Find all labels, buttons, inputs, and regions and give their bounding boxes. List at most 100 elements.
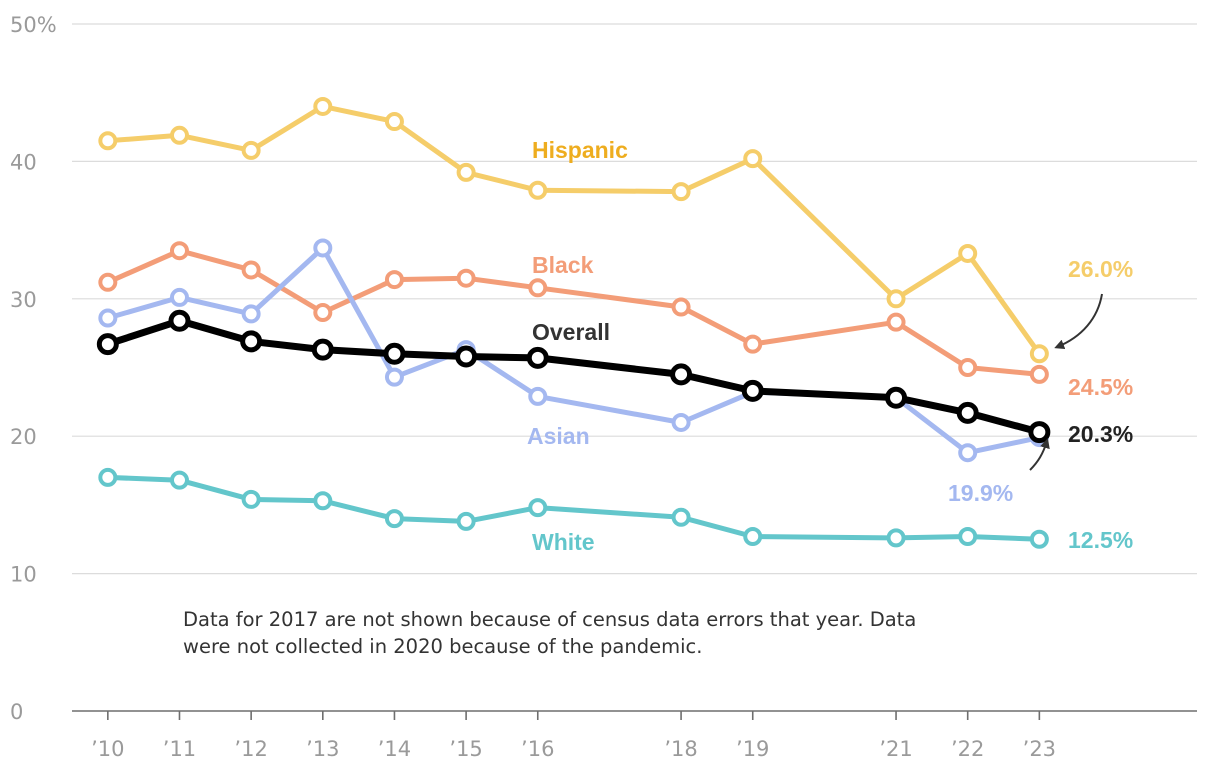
series-line-overall bbox=[104, 317, 1043, 436]
data-point-white bbox=[384, 509, 404, 529]
end-value-label-white: 12.5% bbox=[1068, 527, 1133, 553]
data-point-asian bbox=[98, 308, 118, 328]
end-value-label-hispanic: 26.0% bbox=[1068, 256, 1133, 282]
x-tick-label: ’12 bbox=[234, 737, 267, 761]
data-point-hispanic bbox=[169, 125, 189, 145]
series-labels: Hispanic 26.0% Black 24.5% Asian 19.9% Overall… bbox=[527, 137, 1133, 555]
data-point-hispanic bbox=[958, 243, 978, 263]
data-point-overall bbox=[455, 345, 478, 368]
data-point-black bbox=[241, 260, 261, 280]
data-point-white bbox=[528, 498, 548, 518]
series-overall bbox=[96, 309, 1051, 444]
data-point-asian bbox=[241, 304, 261, 324]
chart-note-line: Data for 2017 are not shown because of c… bbox=[183, 608, 916, 631]
data-point-hispanic bbox=[671, 182, 691, 202]
data-point-overall bbox=[96, 333, 119, 356]
y-tick-label: 50% bbox=[10, 13, 57, 37]
data-point-white bbox=[456, 511, 476, 531]
data-point-asian bbox=[671, 412, 691, 432]
y-tick-label: 0 bbox=[10, 700, 23, 724]
y-tick-label: 40 bbox=[10, 150, 37, 174]
data-point-overall bbox=[741, 379, 764, 402]
data-point-hispanic bbox=[313, 96, 333, 116]
series-label-black: Black bbox=[532, 252, 594, 278]
data-point-asian bbox=[958, 443, 978, 463]
data-point-asian bbox=[313, 238, 333, 258]
data-point-black bbox=[958, 358, 978, 377]
chart-note-line: were not collected in 2020 because of th… bbox=[183, 635, 702, 658]
series-line-black bbox=[105, 248, 1042, 377]
data-point-overall bbox=[383, 342, 406, 365]
end-value-label-black: 24.5% bbox=[1068, 374, 1133, 400]
series-black bbox=[98, 241, 1049, 384]
data-point-white bbox=[958, 527, 978, 547]
x-tick-label: ’23 bbox=[1023, 737, 1056, 761]
data-point-black bbox=[169, 241, 189, 261]
data-point-overall bbox=[1028, 421, 1051, 444]
data-point-white bbox=[671, 507, 691, 527]
series-label-asian: Asian bbox=[527, 423, 590, 449]
data-point-black bbox=[743, 334, 763, 354]
data-point-white bbox=[313, 491, 333, 511]
data-point-hispanic bbox=[241, 140, 261, 160]
data-point-overall bbox=[168, 309, 191, 332]
y-tick-label: 20 bbox=[10, 425, 37, 449]
series-line-asian bbox=[105, 245, 1042, 456]
data-point-overall bbox=[240, 330, 263, 353]
series-hispanic bbox=[98, 96, 1049, 364]
x-tick-label: ’18 bbox=[664, 737, 697, 761]
end-value-label-overall: 20.3% bbox=[1068, 421, 1133, 447]
data-point-white bbox=[1029, 529, 1049, 549]
series-label-overall: Overall bbox=[532, 319, 610, 345]
data-point-hispanic bbox=[886, 289, 906, 309]
series-line-hispanic bbox=[105, 103, 1042, 357]
data-point-black bbox=[528, 278, 548, 298]
data-point-white bbox=[886, 528, 906, 548]
data-point-black bbox=[384, 270, 404, 290]
end-value-label-asian: 19.9% bbox=[948, 480, 1013, 506]
data-point-black bbox=[456, 268, 476, 288]
y-tick-label: 30 bbox=[10, 288, 37, 312]
data-point-asian bbox=[528, 386, 548, 406]
series-label-hispanic: Hispanic bbox=[532, 137, 628, 163]
x-tick-label: ’19 bbox=[736, 737, 769, 761]
data-point-asian bbox=[384, 367, 404, 387]
x-tick-label: ’14 bbox=[378, 737, 411, 761]
x-tick-label: ’16 bbox=[521, 737, 554, 761]
data-point-black bbox=[1029, 364, 1049, 384]
data-point-hispanic bbox=[98, 131, 118, 151]
series-label-white: White bbox=[532, 529, 595, 555]
data-point-white bbox=[743, 527, 763, 547]
data-point-overall bbox=[956, 401, 979, 424]
data-point-white bbox=[241, 489, 261, 509]
data-point-hispanic bbox=[1029, 344, 1049, 364]
x-tick-label: ’21 bbox=[879, 737, 912, 761]
data-point-black bbox=[313, 303, 333, 323]
y-tick-label: 10 bbox=[10, 563, 37, 587]
x-tick-label: ’15 bbox=[449, 737, 482, 761]
x-tick-label: ’22 bbox=[951, 737, 984, 761]
data-point-black bbox=[671, 297, 691, 317]
data-point-asian bbox=[169, 287, 189, 307]
data-point-hispanic bbox=[384, 112, 404, 132]
x-tick-label: ’13 bbox=[306, 737, 339, 761]
chart-note: Data for 2017 are not shown because of c… bbox=[183, 608, 916, 658]
data-point-hispanic bbox=[456, 162, 476, 182]
data-point-overall bbox=[885, 386, 908, 409]
data-point-overall bbox=[311, 338, 334, 361]
annotation-arrow-asian bbox=[1029, 438, 1050, 471]
series-white bbox=[98, 467, 1049, 549]
data-point-hispanic bbox=[528, 180, 548, 200]
x-axis: ’10 ’11 ’12 ’13 ’14 ’15 ’16 ’18 ’19 ’21 ’22 ’23 bbox=[91, 711, 1056, 761]
data-point-black bbox=[886, 312, 906, 332]
data-point-overall bbox=[526, 346, 549, 369]
x-tick-label: ’11 bbox=[163, 737, 196, 761]
data-point-white bbox=[169, 470, 189, 490]
series-lines bbox=[96, 96, 1051, 549]
series-line-white bbox=[105, 474, 1042, 542]
x-tick-label: ’10 bbox=[91, 737, 124, 761]
data-point-white bbox=[98, 467, 118, 487]
data-point-overall bbox=[670, 363, 693, 386]
data-point-black bbox=[98, 272, 118, 292]
